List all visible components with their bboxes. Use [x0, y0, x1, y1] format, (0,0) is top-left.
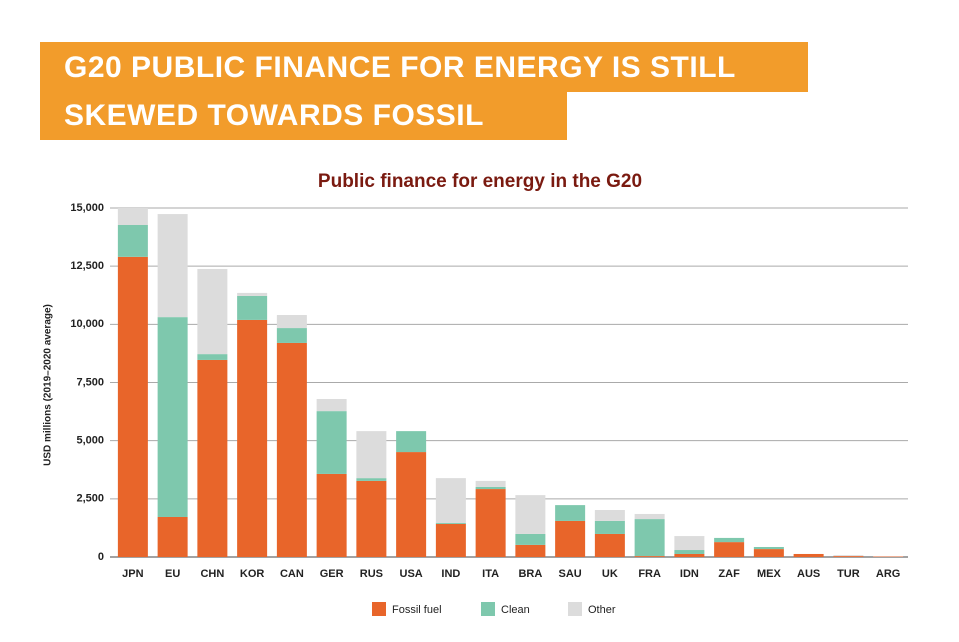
- y-tick-label: 7,500: [76, 376, 104, 388]
- y-tick-label: 10,000: [70, 318, 104, 330]
- bar-segment: [674, 536, 705, 551]
- banner-line: G20 PUBLIC FINANCE FOR ENERGY IS STILL H…: [40, 42, 808, 136]
- x-tick-label: ZAF: [718, 568, 740, 580]
- bar-segment: [634, 519, 665, 557]
- bar-segment: [157, 317, 188, 517]
- bar-segment: [117, 208, 148, 225]
- bar-segment: [316, 473, 347, 557]
- x-tick-label: BRA: [518, 568, 542, 580]
- bar-segment: [475, 489, 506, 557]
- x-tick-label: ITA: [482, 568, 499, 580]
- bar-segment: [316, 399, 347, 412]
- bar-segment: [276, 342, 307, 557]
- legend-label: Clean: [501, 604, 530, 616]
- x-tick-label: GER: [320, 568, 344, 580]
- y-tick-label: 12,500: [70, 260, 104, 272]
- bar-segment: [197, 268, 228, 355]
- bar-segment: [157, 214, 188, 318]
- x-tick-label: EU: [165, 568, 180, 580]
- bar-segment: [833, 555, 864, 557]
- bar-segment: [753, 549, 784, 557]
- bar-segment: [555, 520, 586, 557]
- y-tick-label: 2,500: [76, 493, 104, 505]
- x-tick-label: FRA: [638, 568, 661, 580]
- x-tick-label: IDN: [680, 568, 699, 580]
- banner-line: SKEWED TOWARDS FOSSIL FUELS: [40, 92, 567, 180]
- bar-segment: [594, 520, 625, 534]
- bar-segment: [515, 544, 546, 557]
- x-tick-label: USA: [400, 568, 423, 580]
- bar-segment: [515, 533, 546, 545]
- bar-segment: [555, 505, 586, 521]
- bar-segment: [197, 354, 228, 360]
- bar-segment: [594, 510, 625, 521]
- bar-segment: [356, 431, 387, 479]
- bar-segment: [435, 478, 466, 524]
- bar-segment: [435, 523, 466, 557]
- bar-segment: [594, 533, 625, 557]
- y-tick-label: 0: [98, 551, 104, 563]
- x-tick-label: JPN: [122, 568, 143, 580]
- bar-segment: [276, 328, 307, 343]
- bar-segment: [157, 516, 188, 557]
- bar-segment: [237, 295, 268, 320]
- bar-segment: [714, 537, 745, 543]
- legend-label: Fossil fuel: [392, 604, 442, 616]
- x-tick-label: RUS: [360, 568, 383, 580]
- chart-title: Public finance for energy in the G20: [318, 171, 642, 192]
- bar-segment: [833, 556, 864, 557]
- bar-segment: [356, 478, 387, 481]
- x-tick-label: UK: [602, 568, 618, 580]
- x-tick-label: ARG: [876, 568, 900, 580]
- bar-segment: [634, 556, 665, 557]
- bar-segment: [237, 319, 268, 557]
- bar-segment: [674, 553, 705, 557]
- bar-segment: [396, 431, 427, 453]
- bar-segment: [396, 452, 427, 557]
- legend-label: Other: [588, 604, 616, 616]
- x-tick-label: TUR: [837, 568, 860, 580]
- bar-segment: [634, 513, 665, 520]
- bar-segment: [674, 550, 705, 554]
- x-tick-label: CHN: [200, 568, 224, 580]
- x-tick-label: MEX: [757, 568, 782, 580]
- bar-segment: [793, 553, 824, 557]
- x-tick-label: AUS: [797, 568, 820, 580]
- bar-segment: [316, 411, 347, 474]
- y-tick-label: 5,000: [76, 435, 104, 447]
- bar-segment: [197, 359, 228, 557]
- y-tick-label: 15,000: [70, 202, 104, 214]
- bar-segment: [356, 480, 387, 557]
- legend-swatch: [372, 602, 386, 616]
- legend-swatch: [568, 602, 582, 616]
- legend-swatch: [481, 602, 495, 616]
- x-tick-label: CAN: [280, 568, 304, 580]
- bar-segment: [475, 480, 506, 487]
- bar-segment: [237, 292, 268, 296]
- x-tick-label: KOR: [240, 568, 265, 580]
- y-axis-label: USD millions (2019–2020 average): [43, 304, 54, 466]
- bar-segment: [515, 495, 546, 534]
- bar-segment: [435, 523, 466, 524]
- bar-segment: [714, 542, 745, 557]
- bar-segment: [276, 315, 307, 329]
- bar-segment: [117, 224, 148, 257]
- bar-segment: [117, 256, 148, 557]
- x-tick-label: SAU: [559, 568, 582, 580]
- x-tick-label: IND: [441, 568, 460, 580]
- bar-segment: [753, 546, 784, 550]
- bar-segment: [475, 486, 506, 490]
